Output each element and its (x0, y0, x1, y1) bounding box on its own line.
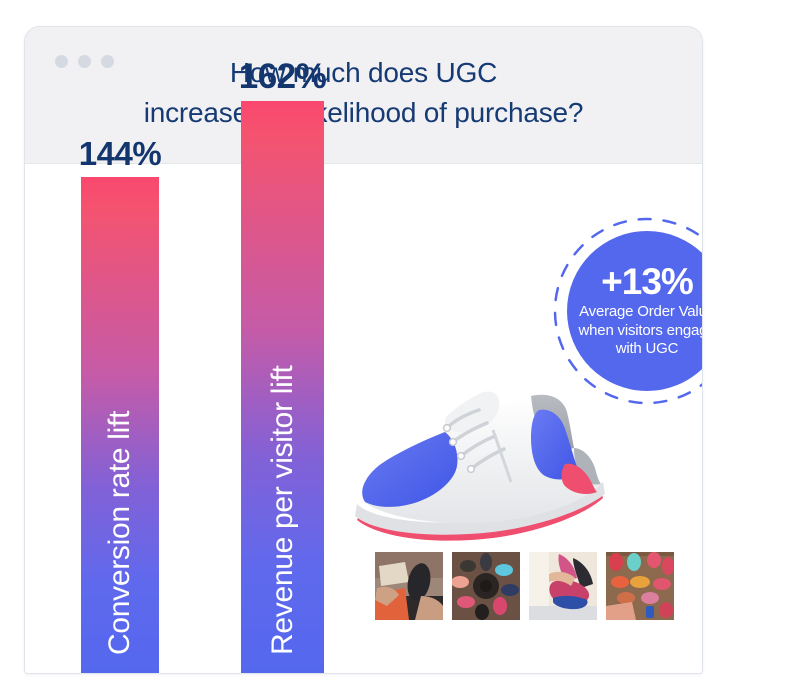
chart-area: 144% Conversion rate lift 162% Revenue p… (25, 57, 703, 673)
bar-value-revenue-per-visitor-lift: 162% (238, 57, 327, 96)
bar-group-revenue-per-visitor-lift: 162% Revenue per visitor lift (239, 57, 327, 673)
ugc-thumbnail-strip (375, 552, 674, 620)
browser-window-card: How much does UGC increase the likelihoo… (24, 26, 703, 674)
badge-caption: Average Order Value when visitors engage… (578, 303, 703, 358)
ugc-thumb-4[interactable] (606, 552, 674, 620)
window-titlebar: How much does UGC increase the likelihoo… (25, 27, 702, 164)
window-dot-maximize-icon[interactable] (101, 55, 114, 68)
page-title-line-2: increase the likelihood of purchase? (143, 97, 584, 128)
page-title-line-1: How much does UGC (229, 57, 498, 88)
bar-group-conversion-rate-lift: 144% Conversion rate lift (79, 135, 162, 673)
badge-dashed-ring-icon (553, 217, 702, 405)
bar-conversion-rate-lift: Conversion rate lift (81, 177, 159, 673)
bar-revenue-per-visitor-lift: Revenue per visitor lift (241, 101, 324, 673)
sneaker-photo (343, 344, 643, 554)
window-dot-close-icon[interactable] (55, 55, 68, 68)
badge-value: +13% (601, 261, 694, 303)
average-order-value-badge: +13% Average Order Value when visitors e… (551, 215, 703, 407)
window-dot-minimize-icon[interactable] (78, 55, 91, 68)
page-title: How much does UGC increase the likelihoo… (25, 53, 702, 133)
badge-circle: +13% Average Order Value when visitors e… (567, 231, 703, 391)
ugc-thumb-2[interactable] (452, 552, 520, 620)
bar-label-revenue-per-visitor-lift: Revenue per visitor lift (265, 365, 299, 655)
bar-value-conversion-rate-lift: 144% (78, 135, 162, 172)
ugc-thumb-3[interactable] (529, 552, 597, 620)
ugc-thumb-1[interactable] (375, 552, 443, 620)
bar-label-conversion-rate-lift: Conversion rate lift (103, 410, 136, 655)
window-controls (55, 55, 114, 68)
